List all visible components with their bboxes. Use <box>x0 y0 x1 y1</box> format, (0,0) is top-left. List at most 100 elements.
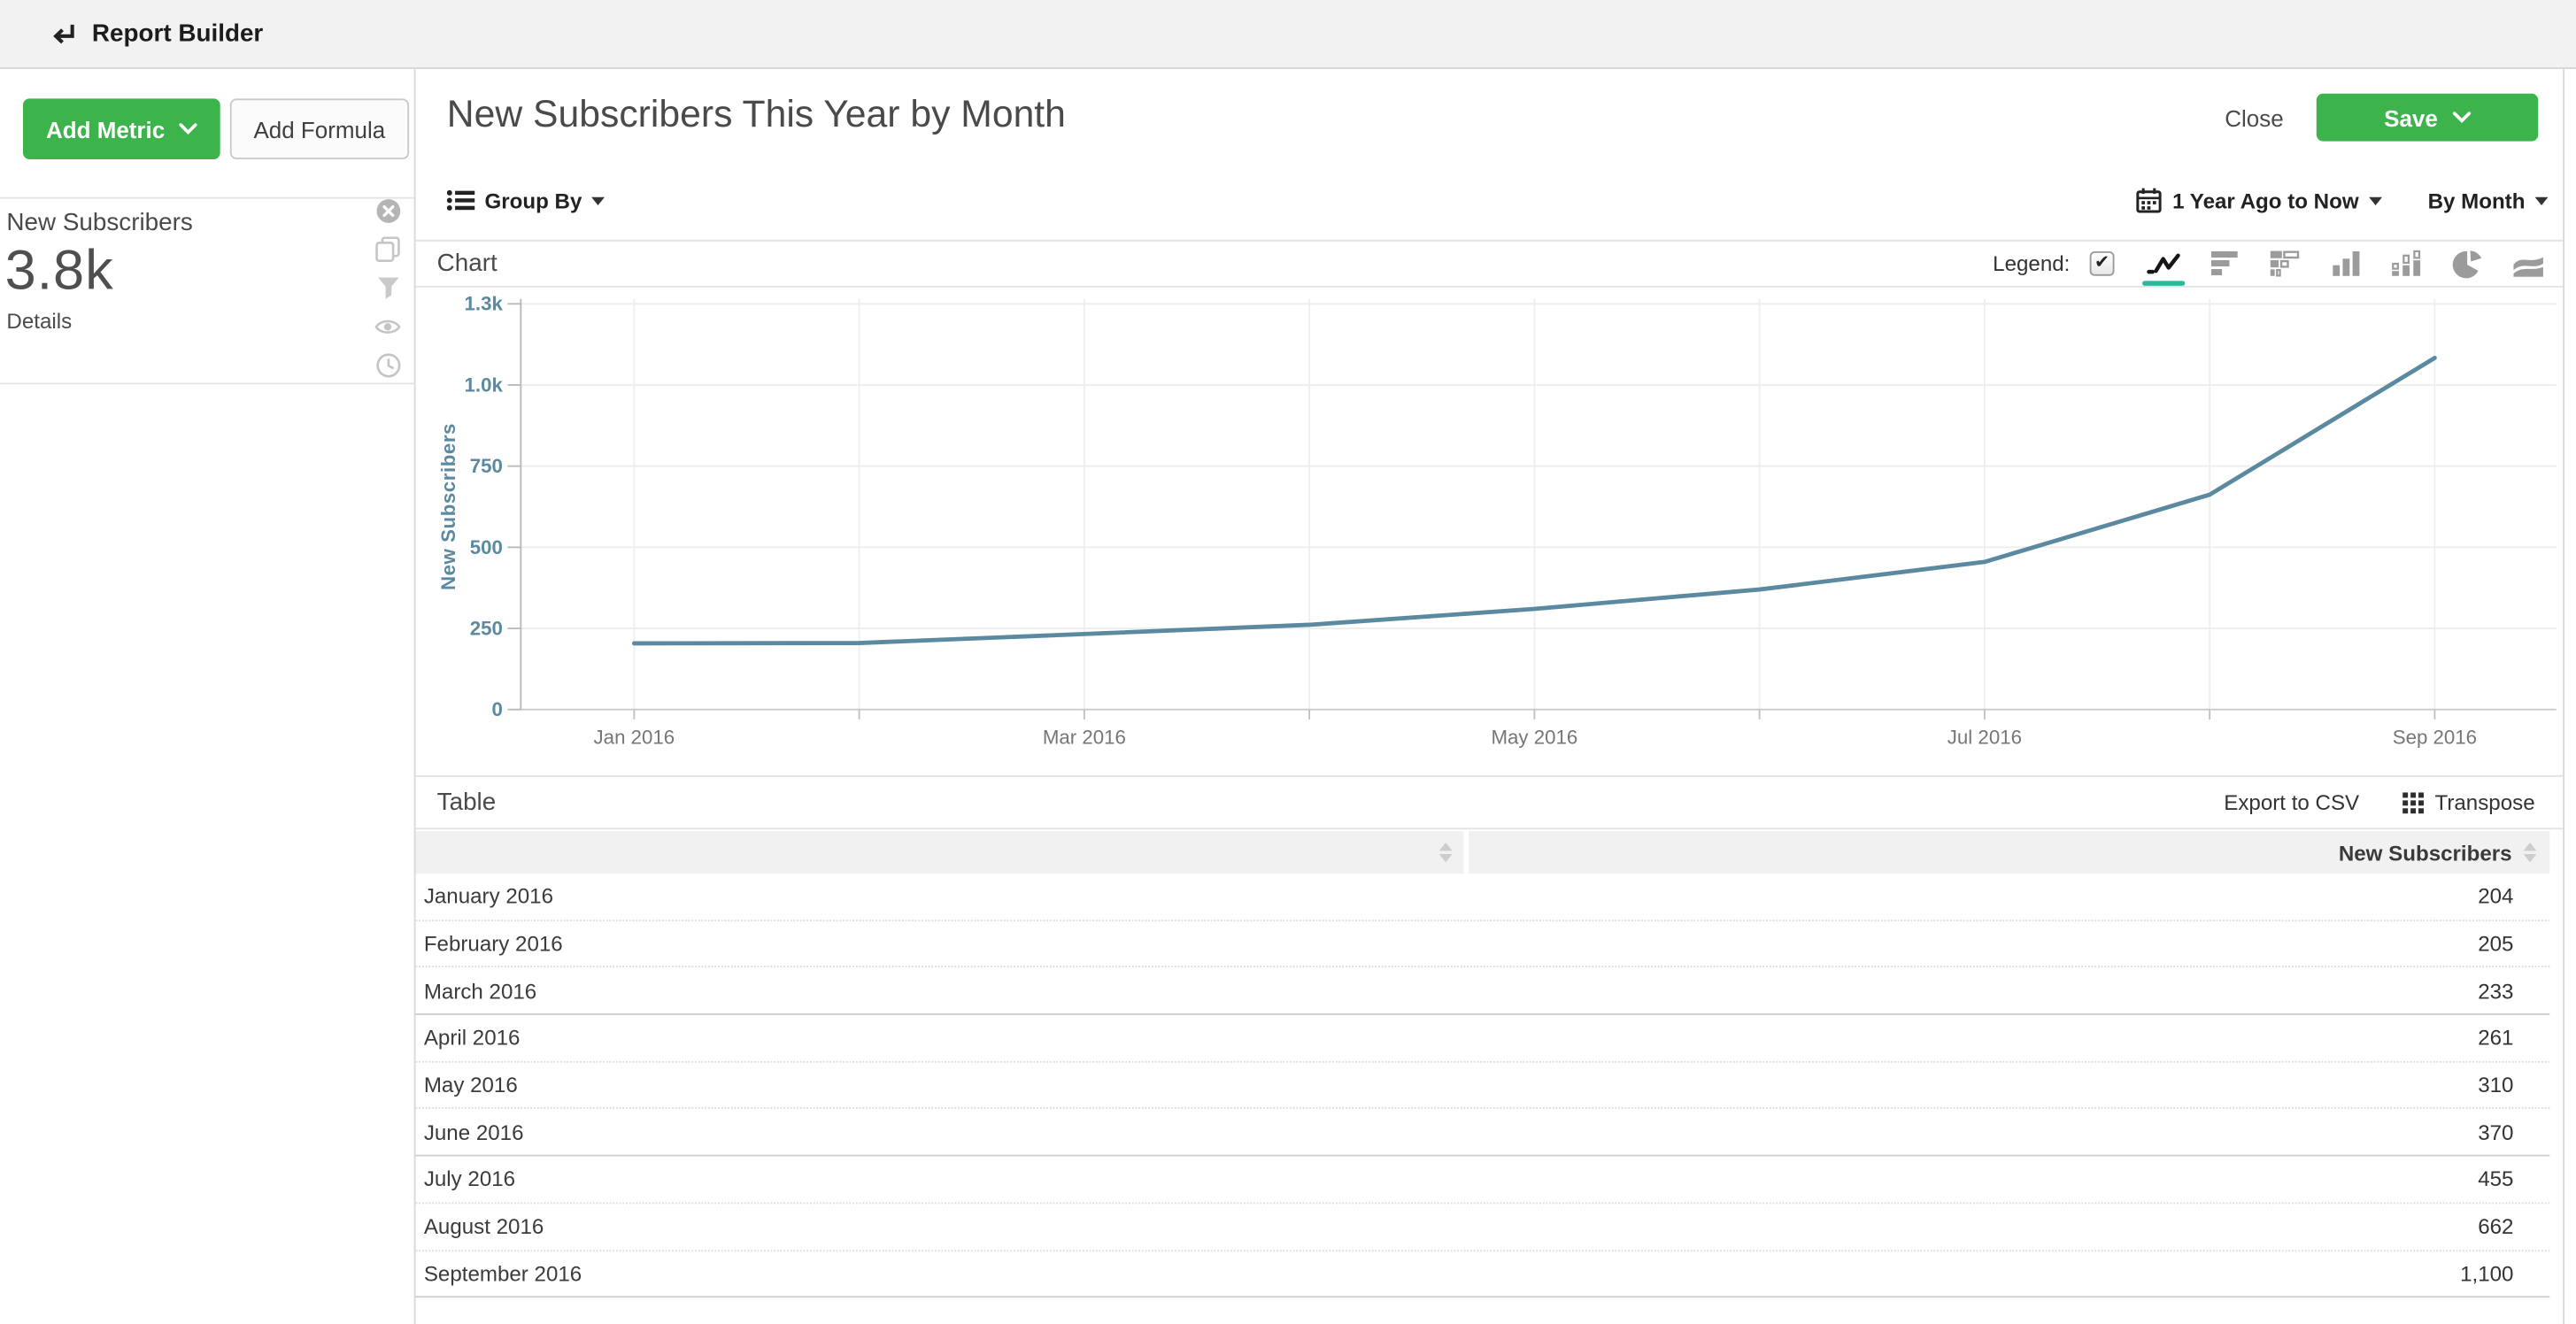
bar-vertical-icon[interactable] <box>2326 245 2366 281</box>
filter-icon[interactable] <box>374 276 401 299</box>
add-metric-label: Add Metric <box>45 115 166 142</box>
remove-metric-icon[interactable] <box>374 198 401 222</box>
table-header-row: New Subscribers <box>415 831 2550 874</box>
interval-label: By Month <box>2427 188 2526 213</box>
row-value: 1,100 <box>2460 1261 2514 1286</box>
chevron-down-icon <box>2452 112 2471 124</box>
page-title: New Subscribers This Year by Month <box>446 91 1066 135</box>
table-row: August 2016 662 <box>415 1204 2550 1251</box>
app-title: Report Builder <box>91 19 264 48</box>
list-icon <box>446 189 475 211</box>
area-chart-icon[interactable] <box>2509 245 2549 281</box>
row-label: February 2016 <box>423 931 563 957</box>
main-panel: New Subscribers This Year by Month Close… <box>415 68 2565 1324</box>
row-label: January 2016 <box>423 884 554 909</box>
svg-text:Mar 2016: Mar 2016 <box>1043 727 1126 749</box>
table-row: September 2016 1,100 <box>415 1251 2550 1298</box>
bar-horizontal-stacked-icon[interactable] <box>2265 245 2305 281</box>
add-formula-label: Add Formula <box>253 115 386 142</box>
table-row: July 2016 455 <box>415 1157 2550 1205</box>
metric-header-label: New Subscribers <box>2338 840 2512 866</box>
date-range-label: 1 Year Ago to Now <box>2172 188 2359 213</box>
row-label: September 2016 <box>423 1261 582 1286</box>
header-actions: Close Save <box>2225 93 2539 142</box>
row-label: July 2016 <box>423 1166 516 1192</box>
table-section-title: Table <box>436 788 497 817</box>
back-button[interactable]: Report Builder <box>50 19 264 48</box>
row-value: 205 <box>2478 931 2514 957</box>
svg-text:1.3k: 1.3k <box>465 293 504 315</box>
caret-down-icon <box>2534 196 2549 205</box>
row-value: 204 <box>2478 884 2514 909</box>
interval-dropdown[interactable]: By Month <box>2428 188 2549 212</box>
bar-horizontal-icon[interactable] <box>2205 245 2245 281</box>
svg-text:Jul 2016: Jul 2016 <box>1947 727 2022 749</box>
sidebar: Add Metric Add Formula New Subscribers 3… <box>0 68 416 1324</box>
row-value: 310 <box>2478 1073 2514 1097</box>
chart-type-switcher <box>2142 245 2549 285</box>
table-row: January 2016 204 <box>415 874 2550 921</box>
export-csv-button[interactable]: Export to CSV <box>2224 790 2359 815</box>
row-label: May 2016 <box>423 1073 518 1097</box>
table-row: March 2016 233 <box>415 968 2550 1016</box>
caret-down-icon <box>591 196 605 205</box>
metric-card-toolbar <box>374 198 401 377</box>
table-row: April 2016 261 <box>415 1015 2550 1063</box>
legend-label: Legend: <box>1993 250 2071 276</box>
row-label: April 2016 <box>423 1025 521 1051</box>
row-value: 455 <box>2478 1166 2514 1192</box>
group-by-dropdown[interactable]: Group By <box>446 188 605 213</box>
metric-value: 3.8k <box>4 239 114 303</box>
sidebar-actions: Add Metric Add Formula <box>0 69 414 160</box>
sort-icon <box>2523 843 2537 863</box>
table-header-metric[interactable]: New Subscribers <box>1469 831 2550 874</box>
right-controls: 1 Year Ago to Now By Month <box>2136 188 2549 214</box>
chart-toolbar: Legend: ✔ <box>1993 245 2549 285</box>
line-chart-icon[interactable] <box>2142 245 2186 285</box>
row-value: 370 <box>2478 1120 2514 1145</box>
controls-row: Group By 1 Year Ago to Now <box>446 182 2549 219</box>
sort-icon <box>1438 843 1453 863</box>
table-row: May 2016 310 <box>415 1062 2550 1110</box>
table-section-header: Table Export to CSV Transpose <box>415 774 2564 830</box>
grid-icon <box>2402 791 2425 813</box>
pie-chart-icon[interactable] <box>2448 245 2487 281</box>
save-label: Save <box>2384 104 2438 131</box>
row-label: August 2016 <box>423 1213 544 1239</box>
row-value: 662 <box>2478 1213 2514 1239</box>
svg-text:500: 500 <box>470 536 503 558</box>
svg-text:0: 0 <box>492 698 503 720</box>
history-icon[interactable] <box>374 352 401 377</box>
bar-vertical-stacked-icon[interactable] <box>2387 245 2427 281</box>
save-button[interactable]: Save <box>2316 93 2539 142</box>
legend-checkbox[interactable]: ✔ <box>2089 250 2115 276</box>
add-metric-button[interactable]: Add Metric <box>22 98 221 160</box>
top-bar: Report Builder <box>0 0 2576 69</box>
back-arrow-icon <box>53 24 74 44</box>
transpose-button[interactable]: Transpose <box>2402 789 2535 815</box>
svg-text:Sep 2016: Sep 2016 <box>2393 727 2477 749</box>
svg-text:May 2016: May 2016 <box>1491 727 1577 749</box>
export-csv-label: Export to CSV <box>2224 789 2360 815</box>
close-button[interactable]: Close <box>2225 104 2284 131</box>
table-header-dimension[interactable] <box>415 831 1464 874</box>
metric-details-link[interactable]: Details <box>6 308 73 334</box>
svg-text:1.0k: 1.0k <box>465 373 504 396</box>
caret-down-icon <box>2368 196 2382 205</box>
chart-section-title: Chart <box>436 250 497 278</box>
table-row: June 2016 370 <box>415 1110 2550 1157</box>
chart-section-header: Chart Legend: ✔ <box>415 239 2564 288</box>
svg-text:250: 250 <box>470 617 503 639</box>
chart-area: Jan 2016 Mar 2016 May 2016 Jul 2016 Sep 2016… <box>416 288 2564 759</box>
svg-text:New Subscribers: New Subscribers <box>437 423 459 590</box>
transpose-label: Transpose <box>2434 789 2535 815</box>
metric-name: New Subscribers <box>6 208 193 237</box>
eye-icon[interactable] <box>374 314 401 337</box>
add-formula-button[interactable]: Add Formula <box>230 98 409 160</box>
date-range-dropdown[interactable]: 1 Year Ago to Now <box>2136 188 2382 214</box>
duplicate-icon[interactable] <box>374 235 401 262</box>
line-chart-svg: Jan 2016 Mar 2016 May 2016 Jul 2016 Sep 2016… <box>437 293 2557 749</box>
row-label: March 2016 <box>423 978 537 1004</box>
row-label: June 2016 <box>423 1120 524 1145</box>
group-by-label: Group By <box>484 188 582 213</box>
